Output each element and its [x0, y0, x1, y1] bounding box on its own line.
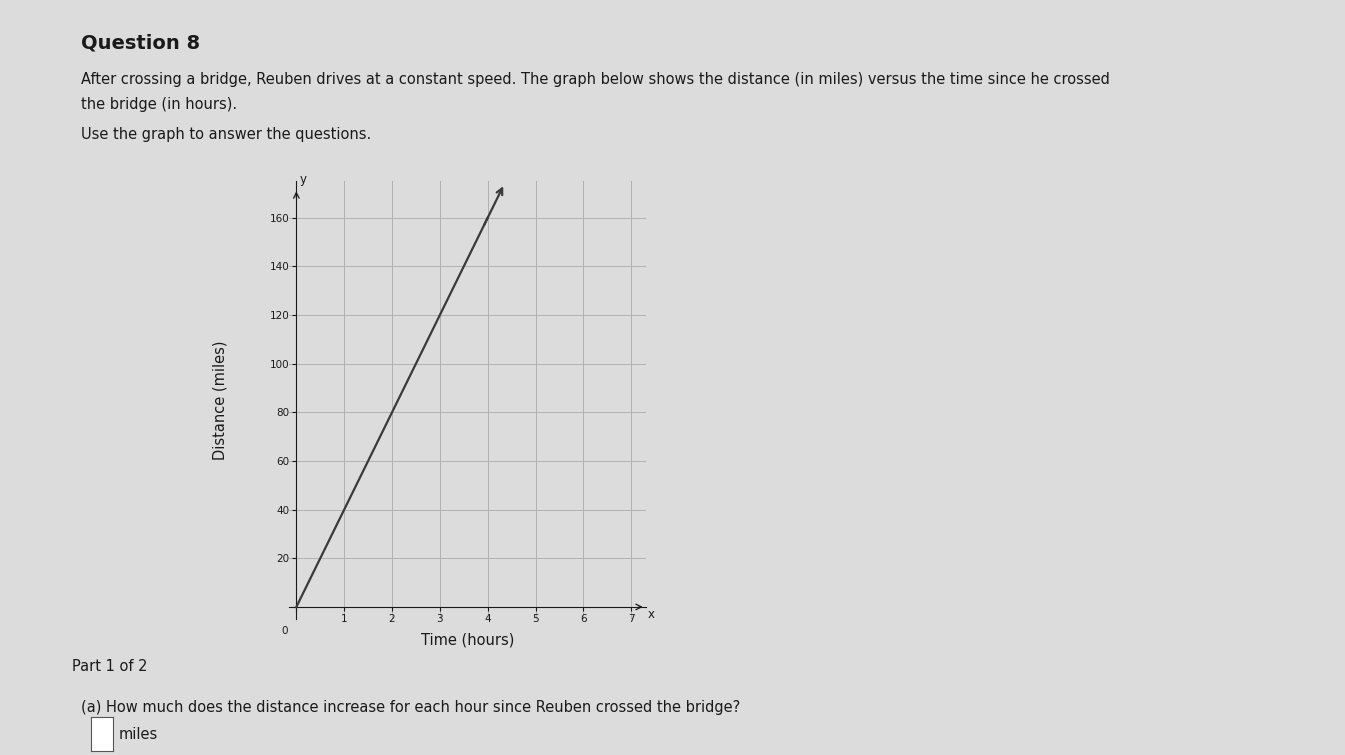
Y-axis label: Distance (miles): Distance (miles)	[213, 341, 229, 460]
Text: the bridge (in hours).: the bridge (in hours).	[81, 97, 237, 112]
Text: Use the graph to answer the questions.: Use the graph to answer the questions.	[81, 127, 371, 142]
Text: 0: 0	[281, 627, 288, 636]
Text: (a) How much does the distance increase for each hour since Reuben crossed the b: (a) How much does the distance increase …	[81, 700, 740, 715]
Text: x: x	[648, 608, 655, 621]
Text: miles: miles	[118, 727, 157, 742]
X-axis label: Time (hours): Time (hours)	[421, 632, 514, 647]
Text: After crossing a bridge, Reuben drives at a constant speed. The graph below show: After crossing a bridge, Reuben drives a…	[81, 72, 1110, 87]
Text: Part 1 of 2: Part 1 of 2	[73, 659, 148, 673]
Text: y: y	[300, 173, 307, 186]
Text: Question 8: Question 8	[81, 34, 200, 53]
